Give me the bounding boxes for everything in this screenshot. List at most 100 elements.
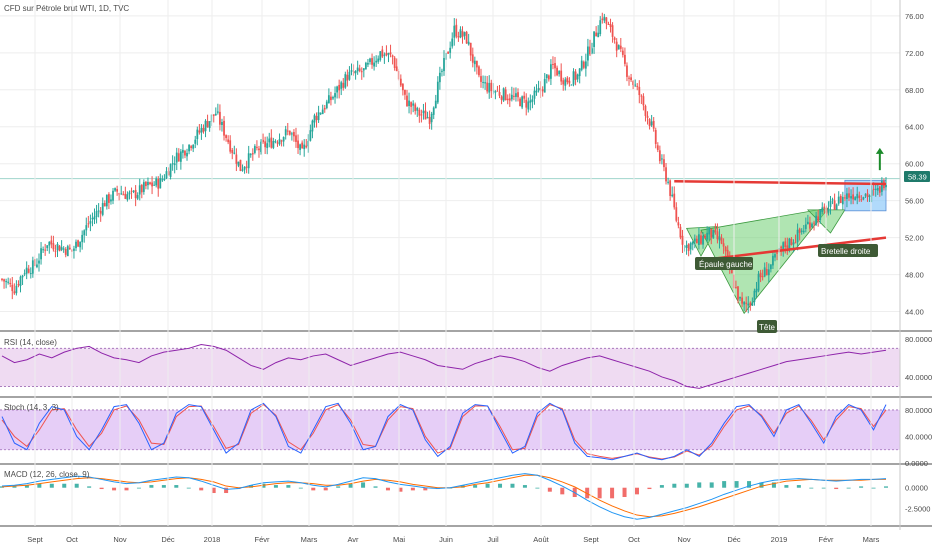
candle-body — [710, 228, 713, 238]
macd-histogram-bar — [298, 487, 303, 489]
candle-body — [223, 120, 225, 136]
candle-body — [837, 196, 840, 204]
candle-body — [605, 17, 608, 24]
candle-body — [416, 107, 419, 111]
candle-body — [165, 171, 168, 179]
candle-body — [169, 164, 172, 177]
candle-body — [874, 188, 877, 190]
candle-body — [264, 141, 267, 148]
candle-body — [225, 135, 227, 138]
candle-body — [786, 245, 789, 249]
candle-body — [3, 279, 5, 282]
candle-body — [406, 95, 408, 107]
candle-body — [473, 60, 476, 65]
candle-body — [737, 286, 739, 300]
stoch-band — [0, 409, 900, 450]
candle-body — [839, 195, 842, 203]
candle-body — [38, 260, 40, 264]
annotation-head-label: Tête — [759, 323, 776, 332]
candle-body — [83, 230, 86, 236]
candle-body — [5, 281, 8, 283]
candle-body — [120, 193, 123, 195]
candle-body — [663, 159, 665, 168]
candle-body — [572, 71, 575, 85]
candle-body — [192, 144, 195, 149]
candle-body — [280, 140, 283, 142]
candle-body — [383, 54, 386, 56]
candle-body — [506, 98, 509, 100]
candle-body — [101, 203, 104, 215]
candle-body — [716, 231, 719, 240]
pattern-head — [700, 207, 830, 315]
macd-histogram-bar — [709, 482, 714, 488]
candle-body — [829, 201, 832, 207]
macd-histogram-bar — [211, 487, 216, 494]
candle-body — [475, 60, 478, 68]
candle-body — [512, 95, 515, 97]
candle-body — [346, 74, 349, 81]
candle-body — [315, 116, 318, 121]
macd-histogram-bar — [734, 481, 739, 488]
macd-histogram-bar — [821, 487, 826, 489]
y-tick-label: 44.00 — [905, 308, 924, 317]
annotation-left-shoulder: Épaule gauche — [695, 257, 753, 270]
candle-body — [564, 79, 567, 86]
macd-histogram-bar — [311, 487, 316, 491]
macd-histogram-bar — [74, 483, 79, 488]
macd-histogram-bar — [510, 483, 515, 488]
candle-body — [843, 197, 846, 199]
candle-body — [336, 86, 338, 93]
candle-body — [297, 140, 299, 149]
candle-body — [652, 120, 655, 129]
candle-body — [278, 139, 281, 145]
candle-body — [204, 120, 207, 132]
candle-body — [268, 138, 271, 143]
candle-body — [66, 246, 69, 257]
candle-body — [321, 109, 324, 115]
candle-body — [531, 99, 534, 102]
candle-body — [681, 235, 684, 245]
candle-body — [459, 29, 462, 38]
candle-body — [112, 190, 114, 201]
candle-body — [603, 16, 606, 21]
macd-histogram-bar — [149, 485, 154, 488]
candle-body — [611, 25, 614, 37]
candle-body — [451, 38, 454, 47]
candle-body — [325, 101, 328, 109]
stoch-k-line — [1, 402, 887, 461]
candle-body — [212, 114, 215, 116]
candle-body — [819, 210, 822, 220]
candle-body — [461, 31, 464, 37]
candle-body — [615, 41, 618, 51]
candle-body — [327, 95, 330, 104]
candle-body — [683, 246, 686, 248]
candle-body — [634, 84, 637, 86]
x-tick-label: Mars — [301, 535, 318, 544]
candle-body — [568, 80, 571, 84]
candle-body — [256, 146, 258, 148]
candle-body — [266, 143, 269, 148]
candle-body — [804, 224, 807, 229]
candle-body — [860, 199, 863, 201]
macd-histogram-bar — [186, 487, 191, 489]
candle-body — [364, 62, 367, 70]
candle-body — [7, 281, 10, 283]
candle-body — [206, 120, 209, 128]
candle-body — [494, 91, 497, 93]
candle-body — [806, 221, 809, 224]
candle-body — [706, 232, 709, 240]
candle-body — [260, 141, 262, 152]
candle-body — [515, 93, 517, 97]
candle-body — [93, 216, 96, 220]
candle-body — [231, 149, 234, 154]
macd-y-tick-label: -2.5000 — [905, 504, 930, 513]
candle-body — [108, 194, 110, 203]
candle-body — [667, 181, 669, 183]
candle-body — [262, 139, 264, 143]
candle-body — [290, 133, 293, 135]
candle-body — [110, 199, 112, 202]
candle-body — [574, 71, 577, 80]
candle-body — [77, 240, 79, 247]
candle-body — [739, 296, 741, 299]
y-tick-label: 60.00 — [905, 160, 924, 169]
